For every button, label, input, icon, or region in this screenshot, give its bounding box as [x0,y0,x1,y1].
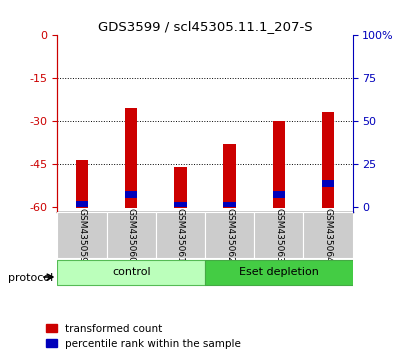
Bar [155,212,204,258]
Bar [76,160,88,208]
Bar [174,167,186,208]
Bar [272,121,284,208]
Text: GSM435060: GSM435060 [126,208,135,263]
Bar [223,202,235,207]
Text: GSM435061: GSM435061 [175,208,184,263]
Bar [174,202,186,207]
Bar [303,212,352,258]
Bar [106,212,155,258]
Bar [204,212,254,258]
Text: Eset depletion: Eset depletion [238,267,318,277]
Bar [272,191,284,198]
Title: GDS3599 / scl45305.11.1_207-S: GDS3599 / scl45305.11.1_207-S [97,20,312,33]
Bar [321,179,333,187]
Text: GSM435059: GSM435059 [77,208,86,263]
Bar [125,191,137,198]
Bar [321,113,333,208]
Bar [57,212,106,258]
Bar [254,212,303,258]
Text: control: control [112,267,150,277]
Bar [223,144,235,208]
Legend: transformed count, percentile rank within the sample: transformed count, percentile rank withi… [46,324,240,349]
Text: GSM435063: GSM435063 [274,208,283,263]
Text: GSM435062: GSM435062 [225,208,234,263]
Bar [204,260,352,285]
Text: protocol: protocol [8,273,53,283]
Bar [57,260,204,285]
Bar [125,108,137,208]
Text: GSM435064: GSM435064 [323,208,332,263]
Bar [76,201,88,207]
